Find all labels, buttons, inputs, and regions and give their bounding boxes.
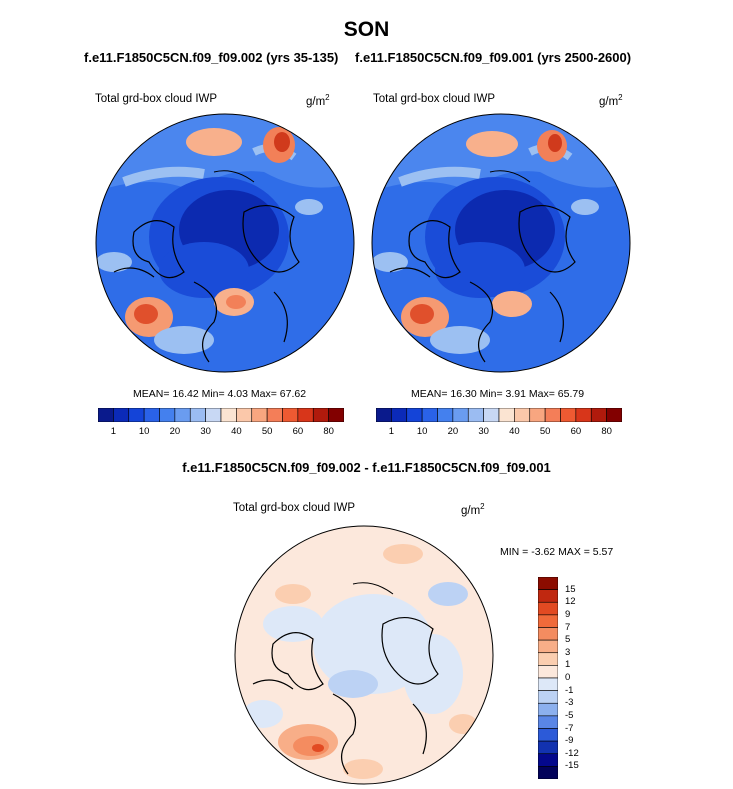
panel1-stats: MEAN= 16.42 Min= 4.03 Max= 67.62 <box>133 388 307 400</box>
panel2-colorbar <box>376 408 622 422</box>
difference-title: f.e11.F1850C5CN.f09_f09.002 - f.e11.F185… <box>182 460 551 475</box>
colorbar-tick-label: 60 <box>570 426 582 437</box>
colorbar-swatch <box>205 408 222 422</box>
colorbar-swatch <box>128 408 145 422</box>
colorbar-tick-label: 20 <box>169 426 181 437</box>
colorbar-swatch <box>529 408 546 422</box>
diff-colorbar-swatch <box>538 577 558 590</box>
subtitle-right: f.e11.F1850C5CN.f09_f09.001 (yrs 2500-26… <box>355 50 632 65</box>
panel2-unit: g/m2 <box>599 93 623 108</box>
diff-colorbar-level-label: -3 <box>565 697 574 709</box>
diff-colorbar-swatch <box>538 639 558 654</box>
panel2-variable-label: Total grd-box cloud IWP <box>373 93 496 105</box>
diff-colorbar-level-label: 0 <box>565 672 571 683</box>
colorbar-tick-label: 30 <box>200 426 211 437</box>
colorbar-swatch <box>514 408 531 422</box>
diff-colorbar-swatch <box>538 627 558 641</box>
diff-colorbar-level-label: -7 <box>565 722 574 734</box>
colorbar-swatch <box>236 408 253 422</box>
colorbar-swatch <box>483 408 500 422</box>
diff-colorbar-level-label: -9 <box>565 735 574 747</box>
diff-colorbar-swatch <box>538 614 558 628</box>
colorbar-swatch <box>220 408 237 422</box>
colorbar-swatch <box>159 408 176 422</box>
colorbar-swatch <box>143 408 160 422</box>
colorbar-swatch <box>575 408 592 422</box>
colorbar-swatch <box>437 408 454 422</box>
colorbar-swatch <box>266 408 283 422</box>
diff-colorbar-level-label: -12 <box>565 747 579 759</box>
panel2-stats: MEAN= 16.30 Min= 3.91 Max= 65.79 <box>411 388 585 400</box>
diff-colorbar-level-label: 12 <box>565 596 576 608</box>
colorbar-tick-label: 10 <box>138 426 150 437</box>
diff-colorbar-swatch <box>538 589 558 603</box>
colorbar-tick-label: 30 <box>478 426 489 437</box>
colorbar-swatch <box>606 408 622 422</box>
diff-colorbar-swatch <box>538 753 558 767</box>
diff-variable-label: Total grd-box cloud IWP <box>233 502 356 514</box>
diff-minmax: MIN = -3.62 MAX = 5.57 <box>500 546 614 558</box>
diff-colorbar-level-label: 3 <box>565 646 571 658</box>
colorbar-swatch <box>251 408 268 422</box>
colorbar-swatch <box>452 408 469 422</box>
diff-colorbar-swatch <box>538 690 558 704</box>
colorbar-tick-label: 60 <box>292 426 304 437</box>
colorbar-swatch <box>590 408 607 422</box>
diff-colorbar-swatch <box>538 715 558 729</box>
diff-unit: g/m2 <box>461 502 485 517</box>
colorbar-swatch <box>498 408 515 422</box>
panel1-unit: g/m2 <box>306 93 330 108</box>
diff-colorbar-level-label: -5 <box>565 709 574 721</box>
panel1-colorbar <box>98 408 344 422</box>
diff-colorbar <box>538 577 558 779</box>
colorbar-swatch <box>189 408 206 422</box>
diff-colorbar-swatch <box>538 728 558 742</box>
colorbar-swatch <box>560 408 577 422</box>
colorbar-tick-label: 40 <box>509 426 520 437</box>
colorbar-swatch <box>174 408 191 422</box>
diff-colorbar-level-label: 7 <box>565 621 571 633</box>
panel2-polar-map <box>371 113 631 373</box>
colorbar-tick-label: 20 <box>447 426 459 437</box>
colorbar-swatch <box>406 408 423 422</box>
diff-colorbar-level-label: 5 <box>565 634 571 646</box>
diff-colorbar-swatch <box>538 665 558 679</box>
subtitle-left: f.e11.F1850C5CN.f09_f09.002 (yrs 35-135) <box>84 50 339 65</box>
diff-polar-map <box>234 525 494 785</box>
colorbar-swatch <box>282 408 299 422</box>
colorbar-swatch <box>98 408 114 422</box>
colorbar-swatch <box>376 408 392 422</box>
colorbar-tick-label: 1 <box>110 426 117 437</box>
colorbar-swatch <box>328 408 344 422</box>
colorbar-tick-label: 10 <box>416 426 428 437</box>
figure-title: SON <box>343 18 390 41</box>
colorbar-swatch <box>391 408 408 422</box>
panel1-polar-map <box>95 113 355 373</box>
colorbar-swatch <box>544 408 561 422</box>
diff-colorbar-swatch <box>538 652 558 666</box>
colorbar-swatch <box>297 408 314 422</box>
diff-colorbar-swatch <box>538 740 558 755</box>
diff-colorbar-level-label: 9 <box>565 608 571 620</box>
colorbar-swatch <box>312 408 329 422</box>
colorbar-tick-label: 1 <box>388 426 395 437</box>
diff-colorbar-level-label: -1 <box>565 684 574 696</box>
colorbar-tick-label: 40 <box>231 426 242 437</box>
colorbar-tick-label: 80 <box>601 426 612 437</box>
diff-colorbar-level-label: 1 <box>565 659 571 671</box>
panel1-variable-label: Total grd-box cloud IWP <box>95 93 218 105</box>
colorbar-tick-label: 50 <box>261 426 273 437</box>
colorbar-tick-label: 50 <box>539 426 551 437</box>
colorbar-tick-label: 80 <box>323 426 334 437</box>
diff-colorbar-swatch <box>538 677 558 691</box>
diff-colorbar-level-label: -15 <box>565 760 579 772</box>
colorbar-swatch <box>467 408 484 422</box>
diff-colorbar-swatch <box>538 702 558 717</box>
diff-colorbar-swatch <box>538 766 558 779</box>
colorbar-swatch <box>421 408 438 422</box>
diff-colorbar-swatch <box>538 601 558 616</box>
diff-colorbar-level-label: 15 <box>565 583 576 595</box>
colorbar-swatch <box>113 408 130 422</box>
